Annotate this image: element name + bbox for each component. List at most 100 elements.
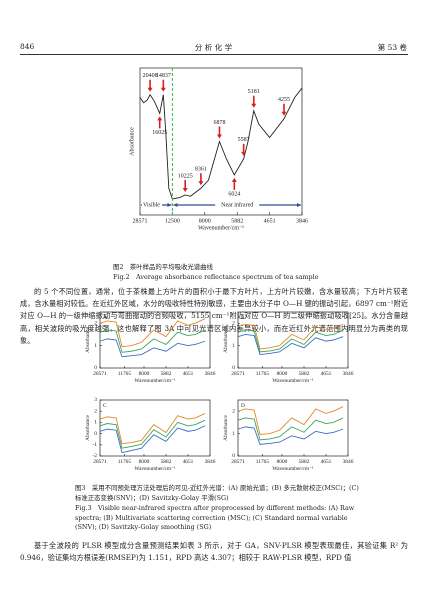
x-tick-label: 28571: [231, 371, 245, 377]
x-tick-label: 4651: [321, 371, 332, 377]
x-tick-label: 3846: [296, 218, 308, 224]
y-tick-label: 2: [232, 408, 235, 414]
x-tick-label: 11765: [256, 371, 270, 377]
figure-3-caption-cn: 图3 采用不同预处理方法处理后的可见-近红外光谱：(A) 原始光谱；(B) 多元…: [75, 484, 359, 502]
y-tick-label: 0: [232, 453, 235, 459]
x-tick-label: 28571: [133, 218, 148, 224]
x-tick-label: 3846: [205, 459, 216, 465]
peak-arrowhead: [241, 151, 247, 156]
peak-arrowhead: [157, 116, 163, 121]
y-tick-label: -2: [93, 453, 98, 459]
figure-3-caption-en: Fig.3 Visible near-infrared spectra afte…: [75, 504, 355, 531]
y-tick-label: 2: [94, 320, 97, 326]
x-axis-label: Wavenumber/cm⁻¹: [198, 225, 244, 231]
panel-letter: C: [103, 403, 107, 409]
spectrum-line: [237, 329, 344, 353]
region-label-bg: [142, 201, 162, 209]
spectrum-line: [99, 419, 206, 449]
peak-arrowhead: [160, 87, 166, 92]
peak-label: 4255: [278, 97, 290, 103]
figure-2-caption-cn: 图2 茶叶样品的平均吸收光谱曲线: [113, 263, 213, 271]
x-tick-label: 8000: [277, 371, 288, 377]
y-axis-label: Absorbance: [223, 415, 229, 441]
figure-2-caption-en: Fig.2 Average absorbance reflectance spe…: [113, 273, 319, 281]
y-tick-label: 1: [232, 343, 235, 349]
x-tick-label: 3846: [205, 371, 216, 377]
x-tick-label: 5882: [299, 459, 310, 465]
x-tick-label: 8000: [199, 218, 211, 224]
y-tick-label: 0: [94, 365, 97, 371]
x-axis-label: Wavenumber/cm⁻¹: [134, 378, 176, 384]
y-tick-label: 0: [232, 365, 235, 371]
region-label: Near infrared: [221, 201, 253, 208]
spectrum-line: [99, 425, 206, 454]
x-tick-label: 5882: [299, 371, 310, 377]
y-axis-label: Absorbance: [223, 327, 229, 353]
y-tick-label: 1: [94, 420, 97, 426]
spectrum-line: [237, 333, 344, 356]
y-tick-label: 2: [232, 320, 235, 326]
x-tick-label: 3846: [343, 459, 354, 465]
peak-arrowhead: [251, 103, 257, 108]
x-axis-label: Wavenumber/cm⁻¹: [272, 378, 314, 384]
region-label: Visible: [143, 202, 160, 208]
x-tick-label: 8000: [277, 459, 288, 465]
y-tick-label: 1: [94, 343, 97, 349]
x-tick-label: 4651: [264, 218, 276, 224]
figure-3: 28571 11765 8000 5882 4651 3846 0 1 2 Wavenumber/…: [85, 311, 354, 472]
spectrum-line: [237, 406, 344, 435]
y-tick-label: 0: [94, 431, 97, 437]
y-tick-label: 1: [232, 431, 235, 437]
y-axis-label: Absorbance: [129, 127, 135, 156]
y-tick-label: 3: [94, 397, 97, 403]
x-tick-label: 11765: [118, 371, 132, 377]
x-tick-label: 11765: [256, 459, 270, 465]
x-tick-label: 5882: [231, 218, 243, 224]
spectrum-line: [99, 413, 206, 445]
x-tick-label: 28571: [93, 371, 107, 377]
peak-label: 16025: [152, 130, 167, 136]
plot-frame: [99, 399, 211, 457]
spectrum-line: [99, 318, 206, 348]
plot-frame: [139, 67, 303, 216]
body-paragraph: 基于全波段的 PLSR 模型成分含量预测结果如表 3 所示，对于 GA，SNV-…: [20, 541, 408, 563]
header-rule: [20, 54, 408, 55]
x-tick-label: 4651: [183, 371, 194, 377]
volume: 第 53 卷: [377, 43, 407, 52]
panel-letter: D: [241, 403, 245, 409]
x-tick-label: 28571: [231, 459, 245, 465]
y-tick-label: -1: [93, 442, 98, 448]
peak-label: 14837: [156, 73, 171, 79]
x-tick-label: 5882: [161, 459, 172, 465]
figure-2: 28571 12500 8000 5882 4651 3846 Wavenumber/cm⁻…: [129, 67, 308, 231]
peak-arrowhead: [198, 181, 204, 186]
x-tick-label: 3846: [343, 371, 354, 377]
y-axis-label: Absorbance: [85, 415, 91, 441]
plot-frame: [237, 399, 349, 457]
x-tick-label: 5882: [161, 371, 172, 377]
body-paragraph: 的 5 个不同位置，通常，位于茶株最上方叶片的面积小于最下方叶片，上方叶片较嫩，…: [20, 287, 408, 345]
peak-label: 20408: [143, 73, 158, 79]
x-tick-label: 8000: [139, 371, 150, 377]
x-axis-label: Wavenumber/cm⁻¹: [272, 466, 314, 472]
x-tick-label: 4651: [321, 459, 332, 465]
peak-label: 5181: [248, 89, 260, 95]
peak-arrowhead: [147, 87, 153, 92]
peak-label: 6024: [228, 191, 240, 197]
x-tick-label: 28571: [93, 459, 107, 465]
panel-letter: A: [103, 315, 107, 321]
y-axis-label: Absorbance: [85, 327, 91, 353]
y-tick-label: 2: [94, 408, 97, 414]
x-tick-label: 12500: [165, 218, 180, 224]
spectrum-line: [139, 87, 303, 200]
plot-frame: [237, 311, 349, 369]
region-label-bg: [215, 201, 260, 209]
x-axis-label: Wavenumber/cm⁻¹: [134, 466, 176, 472]
spectrum-line: [99, 338, 206, 358]
peak-arrowhead: [216, 134, 222, 139]
spectrum-line: [99, 329, 206, 353]
peak-label: 6878: [213, 120, 225, 126]
spectrum-line: [237, 417, 344, 441]
peak-arrowhead: [231, 177, 237, 182]
